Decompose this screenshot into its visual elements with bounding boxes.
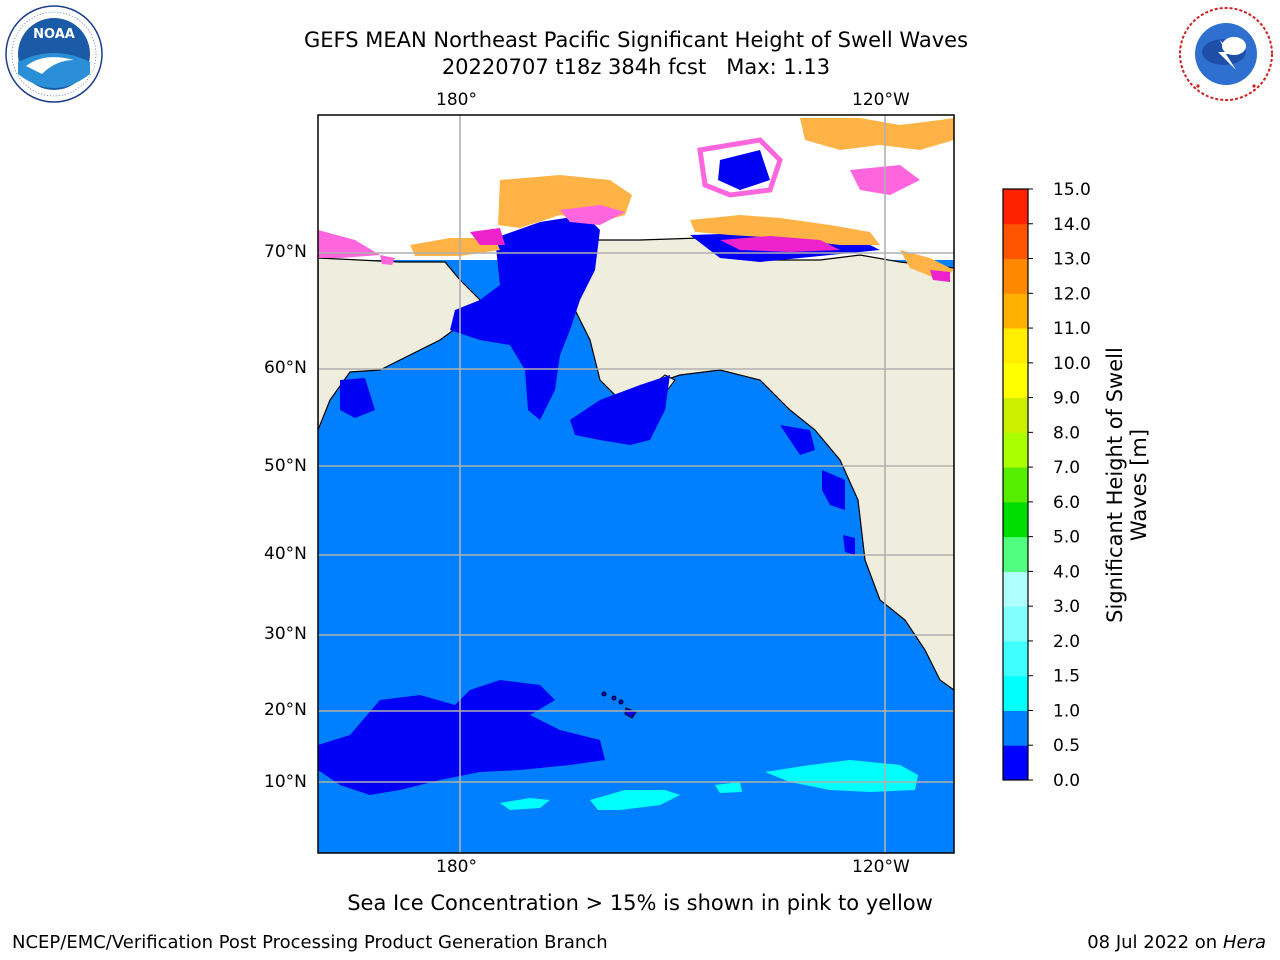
colorbar-swatch <box>1003 745 1028 781</box>
sea-ice-beaufort <box>690 215 880 245</box>
colorbar-tick-label: 15.0 <box>1053 180 1091 200</box>
colorbar-tick-label: 2.0 <box>1053 632 1080 652</box>
colorbar-tick-label: 13.0 <box>1053 250 1091 270</box>
nws-logo <box>1176 4 1276 104</box>
colorbar-tick-label: 14.0 <box>1053 215 1091 235</box>
lat-label-40n: 40°N <box>264 544 307 564</box>
colorbar-tick-label: 0.0 <box>1053 771 1080 790</box>
lat-label-60n: 60°N <box>264 358 307 378</box>
colorbar-tick-label: 1.0 <box>1053 701 1080 721</box>
colorbar-tick-label: 0.5 <box>1053 736 1080 756</box>
colorbar-tick-label: 12.0 <box>1053 284 1091 304</box>
swell-cyan-south <box>590 790 680 810</box>
low-swell-tropics <box>318 680 605 795</box>
colorbar-swatch <box>1003 189 1028 225</box>
colorbar-tick-label: 1.5 <box>1053 667 1080 687</box>
lon-label-bottom-180: 180° <box>436 857 477 877</box>
lon-label-top-180: 180° <box>436 90 477 110</box>
map-graticule <box>318 115 954 853</box>
colorbar-swatch <box>1003 536 1028 572</box>
colorbar-tick-label: 7.0 <box>1053 458 1080 478</box>
colorbar-swatch <box>1003 501 1028 538</box>
lon-label-bottom-120w: 120°W <box>852 857 910 877</box>
colorbar: 0.0 0.5 1.0 1.5 2.0 3.0 4.0 5.0 6.0 7.0 8.0 9.0 10.0… <box>1002 180 1091 790</box>
map-title: GEFS MEAN Northeast Pacific Significant … <box>303 28 969 52</box>
footer-credit: NCEP/EMC/Verification Post Processing Pr… <box>12 932 608 953</box>
colorbar-label-line2: Waves [m] <box>1127 428 1151 542</box>
colorbar-tick-label: 6.0 <box>1053 493 1080 513</box>
colorbar-swatch <box>1003 328 1028 364</box>
colorbar-tick-label: 4.0 <box>1053 562 1080 582</box>
colorbar-tick-label: 3.0 <box>1053 597 1080 617</box>
colorbar-tick-label: 11.0 <box>1053 319 1091 339</box>
footer-date-text: 08 Jul 2022 on <box>1087 932 1223 953</box>
colorbar-swatch <box>1003 432 1028 468</box>
sea-ice-note: Sea Ice Concentration > 15% is shown in … <box>347 891 933 915</box>
colorbar-swatch <box>1003 675 1028 711</box>
colorbar-swatch <box>1003 606 1028 642</box>
colorbar-swatch <box>1003 571 1028 607</box>
colorbar-swatch <box>1003 223 1028 260</box>
land-siberia <box>318 257 481 431</box>
colorbar-swatch <box>1003 467 1028 503</box>
low-swell-bering <box>450 215 600 420</box>
map-frame <box>317 114 955 854</box>
sea-ice-west <box>318 230 380 258</box>
colorbar-tick-label: 8.0 <box>1053 423 1080 443</box>
land-alaska-canada <box>504 237 954 691</box>
colorbar-swatch <box>1003 640 1028 677</box>
colorbar-swatch <box>1003 293 1028 329</box>
noaa-logo-text: NOAA <box>33 27 75 42</box>
map-subtitle: 20220707 t18z 384h fcst Max: 1.13 <box>441 55 831 79</box>
colorbar-swatch <box>1003 397 1028 433</box>
colorbar-label-line1: Significant Height of Swell <box>1103 347 1127 623</box>
footer-host: Hera <box>1222 932 1266 953</box>
footer-date: 08 Jul 2022 on Hera <box>1087 932 1266 953</box>
colorbar-swatch <box>1003 710 1028 746</box>
colorbar-swatches <box>1003 189 1028 781</box>
colorbar-tick-label: 10.0 <box>1053 354 1091 374</box>
lat-label-70n: 70°N <box>264 242 307 262</box>
lat-label-30n: 30°N <box>264 624 307 644</box>
hawaii-islands <box>601 691 637 719</box>
colorbar-tick-label: 9.0 <box>1053 389 1080 409</box>
colorbar-tick-label: 5.0 <box>1053 528 1080 548</box>
noaa-logo: NOAA <box>4 4 104 104</box>
sea-ice-arctic-north <box>800 118 954 150</box>
lon-label-top-120w: 120°W <box>852 90 910 110</box>
colorbar-swatch <box>1003 258 1028 294</box>
lat-label-50n: 50°N <box>264 456 307 476</box>
colorbar-swatch <box>1003 362 1028 399</box>
lat-label-10n: 10°N <box>264 772 307 792</box>
colorbar-label: Significant Height of Swell Waves [m] <box>1103 335 1163 635</box>
lat-label-20n: 20°N <box>264 700 307 720</box>
